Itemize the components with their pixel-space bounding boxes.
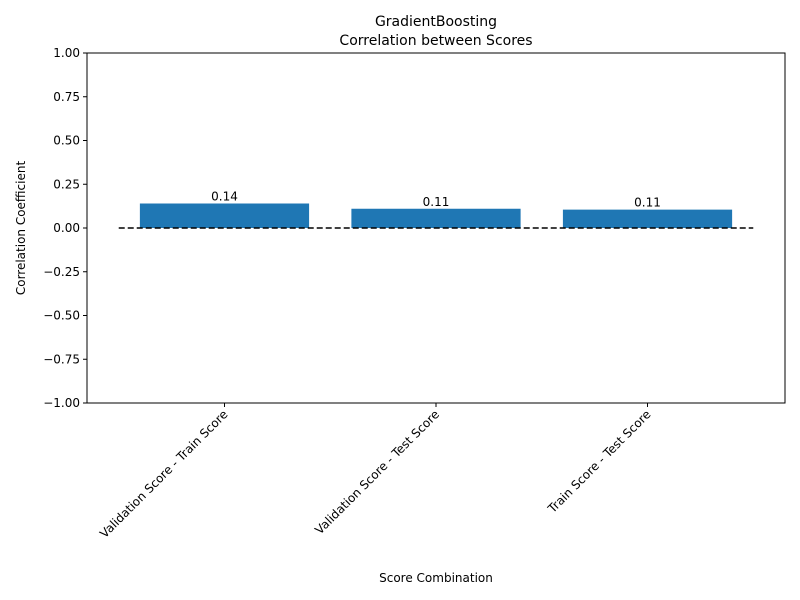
bar-value-label: 0.14 <box>211 190 238 204</box>
chart-subtitle: Correlation between Scores <box>339 33 532 49</box>
y-tick-label: 0.00 <box>53 221 80 235</box>
y-axis-ticks: −1.00 −0.75 −0.50 −0.25 0.00 0.25 0.50 0.75 1.00 <box>43 46 87 410</box>
y-tick-label: 1.00 <box>53 46 80 60</box>
x-axis-label: Score Combination <box>379 571 493 585</box>
y-tick-label: −0.75 <box>43 352 80 366</box>
bar <box>139 203 310 228</box>
y-tick-label: −0.50 <box>43 309 80 323</box>
bar <box>351 208 521 228</box>
bar-series <box>139 203 733 228</box>
x-tick-label: Train Score - Test Score <box>545 407 654 516</box>
bar-value-labels: 0.14 0.11 0.11 <box>211 190 661 210</box>
y-axis-label: Correlation Coefficient <box>14 161 28 296</box>
bar-value-label: 0.11 <box>423 195 450 209</box>
x-tick-label: Validation Score - Train Score <box>97 407 231 541</box>
x-tick-label: Validation Score - Test Score <box>312 407 442 537</box>
y-tick-label: −0.25 <box>43 265 80 279</box>
bar-value-label: 0.11 <box>634 196 661 210</box>
chart-title: GradientBoosting <box>375 14 497 30</box>
x-axis-ticks: Validation Score - Train Score Validation… <box>97 403 654 541</box>
y-tick-label: 0.50 <box>53 134 80 148</box>
y-tick-label: 0.75 <box>53 90 80 104</box>
y-tick-label: −1.00 <box>43 396 80 410</box>
bar <box>562 209 733 228</box>
y-tick-label: 0.25 <box>53 177 80 191</box>
plot-area-frame <box>86 52 786 404</box>
